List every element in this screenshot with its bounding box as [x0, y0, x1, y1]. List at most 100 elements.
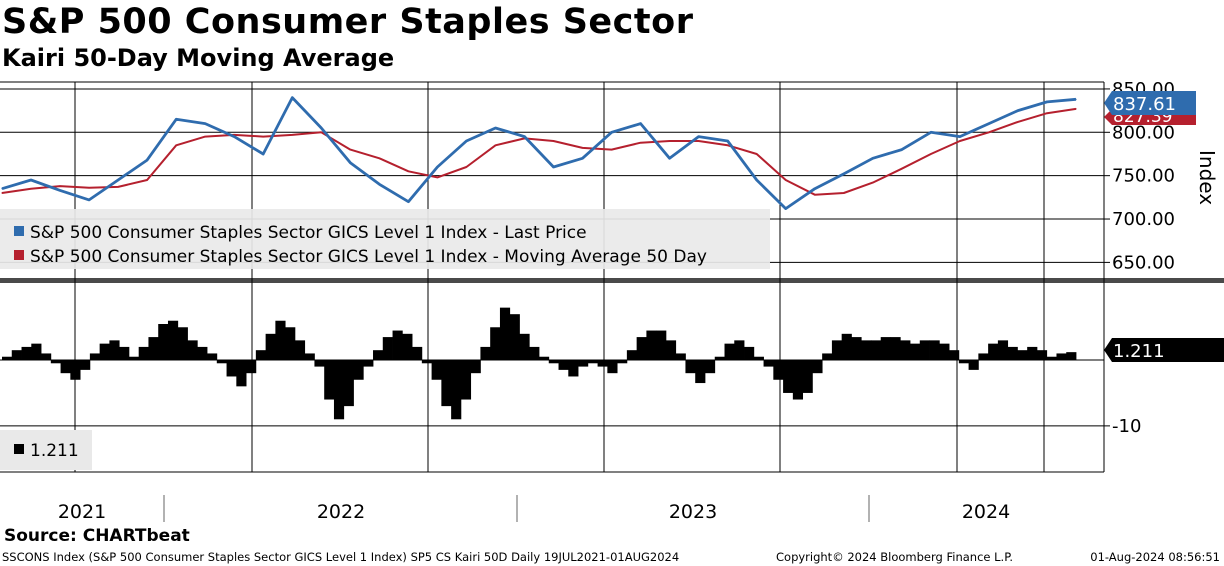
- legend-swatch-ma: [14, 250, 24, 260]
- moving-average-line-point: [407, 170, 409, 172]
- kairi-bar: [704, 360, 716, 374]
- price-line-point: [959, 136, 961, 138]
- moving-average-line-point: [88, 187, 90, 189]
- kairi-bar: [167, 320, 179, 360]
- moving-average-line-point: [785, 179, 787, 181]
- kairi-bar: [441, 360, 452, 407]
- kairi-bar: [978, 353, 989, 360]
- moving-average-line-point: [610, 149, 613, 151]
- kairi-last-value: 1.211: [1113, 341, 1165, 362]
- kairi-bar: [41, 353, 52, 360]
- kairi-bar: [724, 343, 735, 360]
- kairi-bar: [89, 353, 101, 360]
- kairi-bar: [480, 346, 491, 360]
- x-label-2024: 2024: [962, 501, 1010, 523]
- kairi-bar: [539, 356, 550, 360]
- kairi-last-value-flag: [1104, 338, 1224, 362]
- kairi-bar: [1056, 353, 1067, 360]
- price-line-point: [785, 208, 787, 210]
- legend-label-kairi: 1.211: [30, 441, 79, 461]
- kairi-bar: [343, 360, 354, 407]
- kairi-bar: [890, 337, 901, 360]
- kairi-bar: [734, 340, 745, 360]
- kairi-bar: [109, 340, 120, 360]
- footer-timestamp: 01-Aug-2024 08:56:51: [1090, 550, 1220, 564]
- price-line-point: [407, 201, 409, 203]
- kairi-bar: [519, 333, 530, 360]
- kairi-bar: [177, 327, 188, 360]
- kairi-bar: [1046, 356, 1057, 360]
- price-line-point: [756, 179, 758, 181]
- moving-average-line-point: [436, 176, 439, 178]
- kairi-bar: [861, 340, 872, 360]
- kairi-bar: [294, 340, 306, 360]
- price-line-point: [901, 149, 903, 151]
- kairi-bar: [988, 343, 999, 360]
- kairi-bar: [402, 333, 413, 360]
- footer-copyright: Copyright© 2024 Bloomberg Finance L.P.: [776, 550, 1013, 564]
- kairi-bar: [490, 327, 501, 360]
- price-line-point: [1075, 98, 1077, 100]
- kairi-bar: [607, 360, 618, 374]
- kairi-bar: [119, 346, 130, 360]
- price-line-point: [669, 157, 671, 159]
- kairi-bar: [216, 360, 227, 364]
- panel-separator: [0, 278, 1224, 283]
- kairi-bar: [50, 360, 61, 364]
- kairi-bar: [265, 333, 276, 360]
- kairi-bar: [939, 343, 950, 360]
- kairi-bar: [392, 330, 403, 360]
- kairi-bar: [695, 360, 706, 384]
- kairi-bar: [21, 346, 32, 360]
- legend-swatch-kairi: [14, 444, 24, 454]
- moving-average-line-point: [465, 166, 468, 168]
- kairi-bar: [949, 350, 960, 360]
- price-line-point: [59, 189, 61, 192]
- tick-label-650: 650.00: [1112, 252, 1175, 273]
- kairi-bar: [285, 327, 296, 360]
- legend-label-ma: S&P 500 Consumer Staples Sector GICS Lev…: [30, 247, 707, 267]
- price-line-point: [233, 136, 235, 138]
- price-line-point: [814, 188, 816, 190]
- kairi-bars: [2, 307, 1077, 420]
- price-legend-box: [0, 209, 770, 269]
- kairi-bar: [138, 346, 149, 360]
- kairi-legend: 1.211: [0, 430, 92, 470]
- kairi-bar: [958, 360, 969, 364]
- kairi-bar: [675, 353, 686, 360]
- moving-average-line-point: [117, 186, 119, 188]
- moving-average-line-point: [698, 140, 700, 142]
- kairi-bar: [763, 360, 774, 367]
- kairi-bar: [128, 356, 140, 360]
- kairi-bar: [451, 360, 462, 420]
- price-legend: S&P 500 Consumer Staples Sector GICS Lev…: [0, 209, 770, 269]
- kairi-bar: [382, 337, 393, 360]
- moving-average-line-point: [959, 140, 961, 142]
- moving-average-line-point: [639, 142, 642, 144]
- chart-title: S&P 500 Consumer Staples Sector: [2, 2, 694, 42]
- kairi-bar: [665, 340, 677, 360]
- x-axis: 2021 2022 2023 2024: [0, 471, 1104, 523]
- kairi-bar: [900, 340, 911, 360]
- kairi-bar: [304, 353, 315, 360]
- kairi-bar: [910, 343, 921, 360]
- x-label-2023: 2023: [669, 501, 717, 523]
- kairi-bar: [1027, 346, 1038, 360]
- moving-average-line-point: [1, 192, 3, 194]
- moving-average-line-point: [349, 149, 351, 151]
- kairi-bar: [207, 353, 218, 360]
- kairi-bar: [656, 330, 667, 360]
- price-last-value: 837.61: [1113, 94, 1176, 115]
- kairi-bar: [870, 340, 882, 360]
- kairi-bar: [714, 356, 725, 360]
- kairi-bar: [646, 330, 657, 360]
- kairi-bar: [2, 356, 13, 360]
- kairi-bar: [148, 337, 159, 360]
- chart-subtitle: Kairi 50-Day Moving Average: [2, 44, 395, 72]
- kairi-bar: [187, 340, 198, 360]
- price-line-point: [523, 136, 526, 138]
- kairi-bar: [997, 340, 1009, 360]
- price-line-point: [146, 159, 148, 161]
- kairi-bar: [773, 360, 784, 380]
